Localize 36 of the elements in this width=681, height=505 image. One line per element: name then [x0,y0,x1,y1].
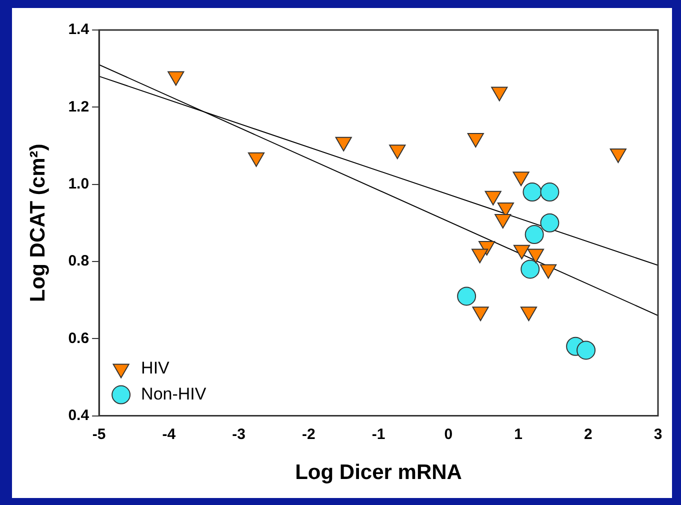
x-tick-label: 1 [514,426,522,443]
point [494,214,512,229]
y-tick-label: 1.0 [68,175,90,192]
point [478,241,496,256]
point [472,248,488,264]
legend-label: Non-HIV [141,384,207,404]
point [540,264,557,279]
point [389,144,406,160]
y-axis-title: Log DCAT (cm²) [26,144,50,302]
x-tick-label: -1 [372,426,386,443]
y-tick-label: 1.4 [68,21,90,38]
point [168,71,184,86]
x-axis-title: Log Dicer mRNA [295,461,462,484]
point [610,148,626,163]
legend-label: HIV [141,358,170,378]
point [527,248,544,264]
y-tick-label: 0.6 [68,330,90,347]
point [335,136,352,152]
x-tick-label: -3 [232,426,246,443]
x-tick-label: -4 [162,426,176,443]
point [520,306,538,322]
point [491,86,508,102]
point [484,190,502,206]
point [513,244,530,260]
x-tick-label: 0 [444,426,453,443]
point [512,172,530,186]
x-tick-label: 3 [654,426,662,443]
x-tick-label: -5 [92,426,106,443]
point [467,133,484,148]
y-tick-label: 1.2 [68,98,90,116]
x-tick-label: 2 [584,426,592,443]
point [472,306,489,322]
x-tick-label: -2 [302,426,316,443]
y-tick-label: 0.8 [68,252,90,270]
point [248,152,265,167]
y-tick-label: 0.4 [68,406,90,424]
